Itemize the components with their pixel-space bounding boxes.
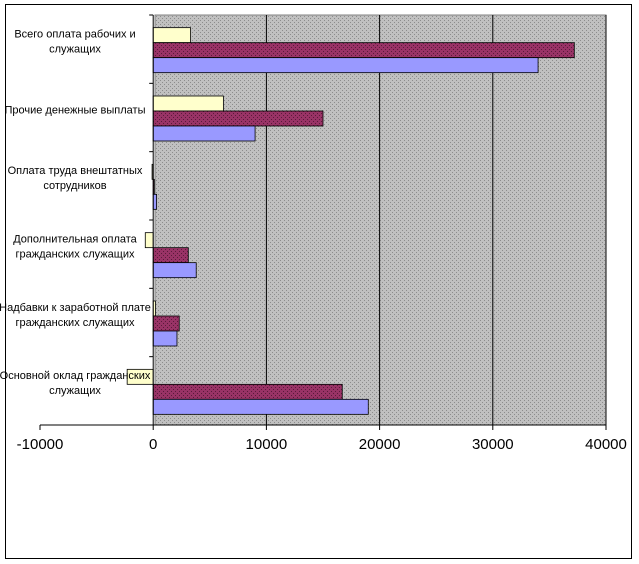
category-label: служащих bbox=[49, 385, 101, 397]
bar bbox=[152, 193, 157, 210]
bar bbox=[152, 383, 343, 400]
bar bbox=[152, 42, 575, 59]
x-tick-label: 10000 bbox=[246, 436, 288, 453]
bar bbox=[152, 27, 191, 44]
category-label: Основной оклад гражданских bbox=[0, 370, 151, 382]
x-tick-label: 30000 bbox=[472, 436, 514, 453]
x-tick-label: 40000 bbox=[585, 436, 627, 453]
category-label: Прочие денежные выплаты bbox=[4, 104, 145, 116]
bar bbox=[152, 330, 178, 347]
bar bbox=[152, 398, 369, 415]
bar bbox=[152, 110, 324, 127]
x-tick-label: -10000 bbox=[17, 436, 64, 453]
bar bbox=[152, 57, 539, 74]
category-label: гражданских служащих bbox=[16, 317, 135, 329]
category-label: Оплата труда внештатных bbox=[8, 165, 143, 177]
bar bbox=[152, 247, 189, 264]
bar bbox=[144, 232, 154, 249]
plot-area bbox=[154, 14, 607, 426]
category-label: служащих bbox=[49, 44, 101, 56]
x-tick-label: 20000 bbox=[359, 436, 401, 453]
category-label: Дополнительная оплата bbox=[13, 234, 137, 246]
chart-frame bbox=[5, 4, 632, 559]
category-label: Всего оплата рабочих и bbox=[14, 29, 135, 41]
category-label: гражданских служащих bbox=[16, 249, 135, 261]
bar bbox=[152, 95, 224, 112]
bar bbox=[152, 125, 256, 142]
category-label: Надбавки к заработной плате bbox=[0, 302, 151, 314]
category-label: сотрудников bbox=[43, 180, 106, 192]
x-tick-label: 0 bbox=[149, 436, 157, 453]
bar bbox=[152, 262, 197, 279]
bar bbox=[152, 315, 180, 332]
